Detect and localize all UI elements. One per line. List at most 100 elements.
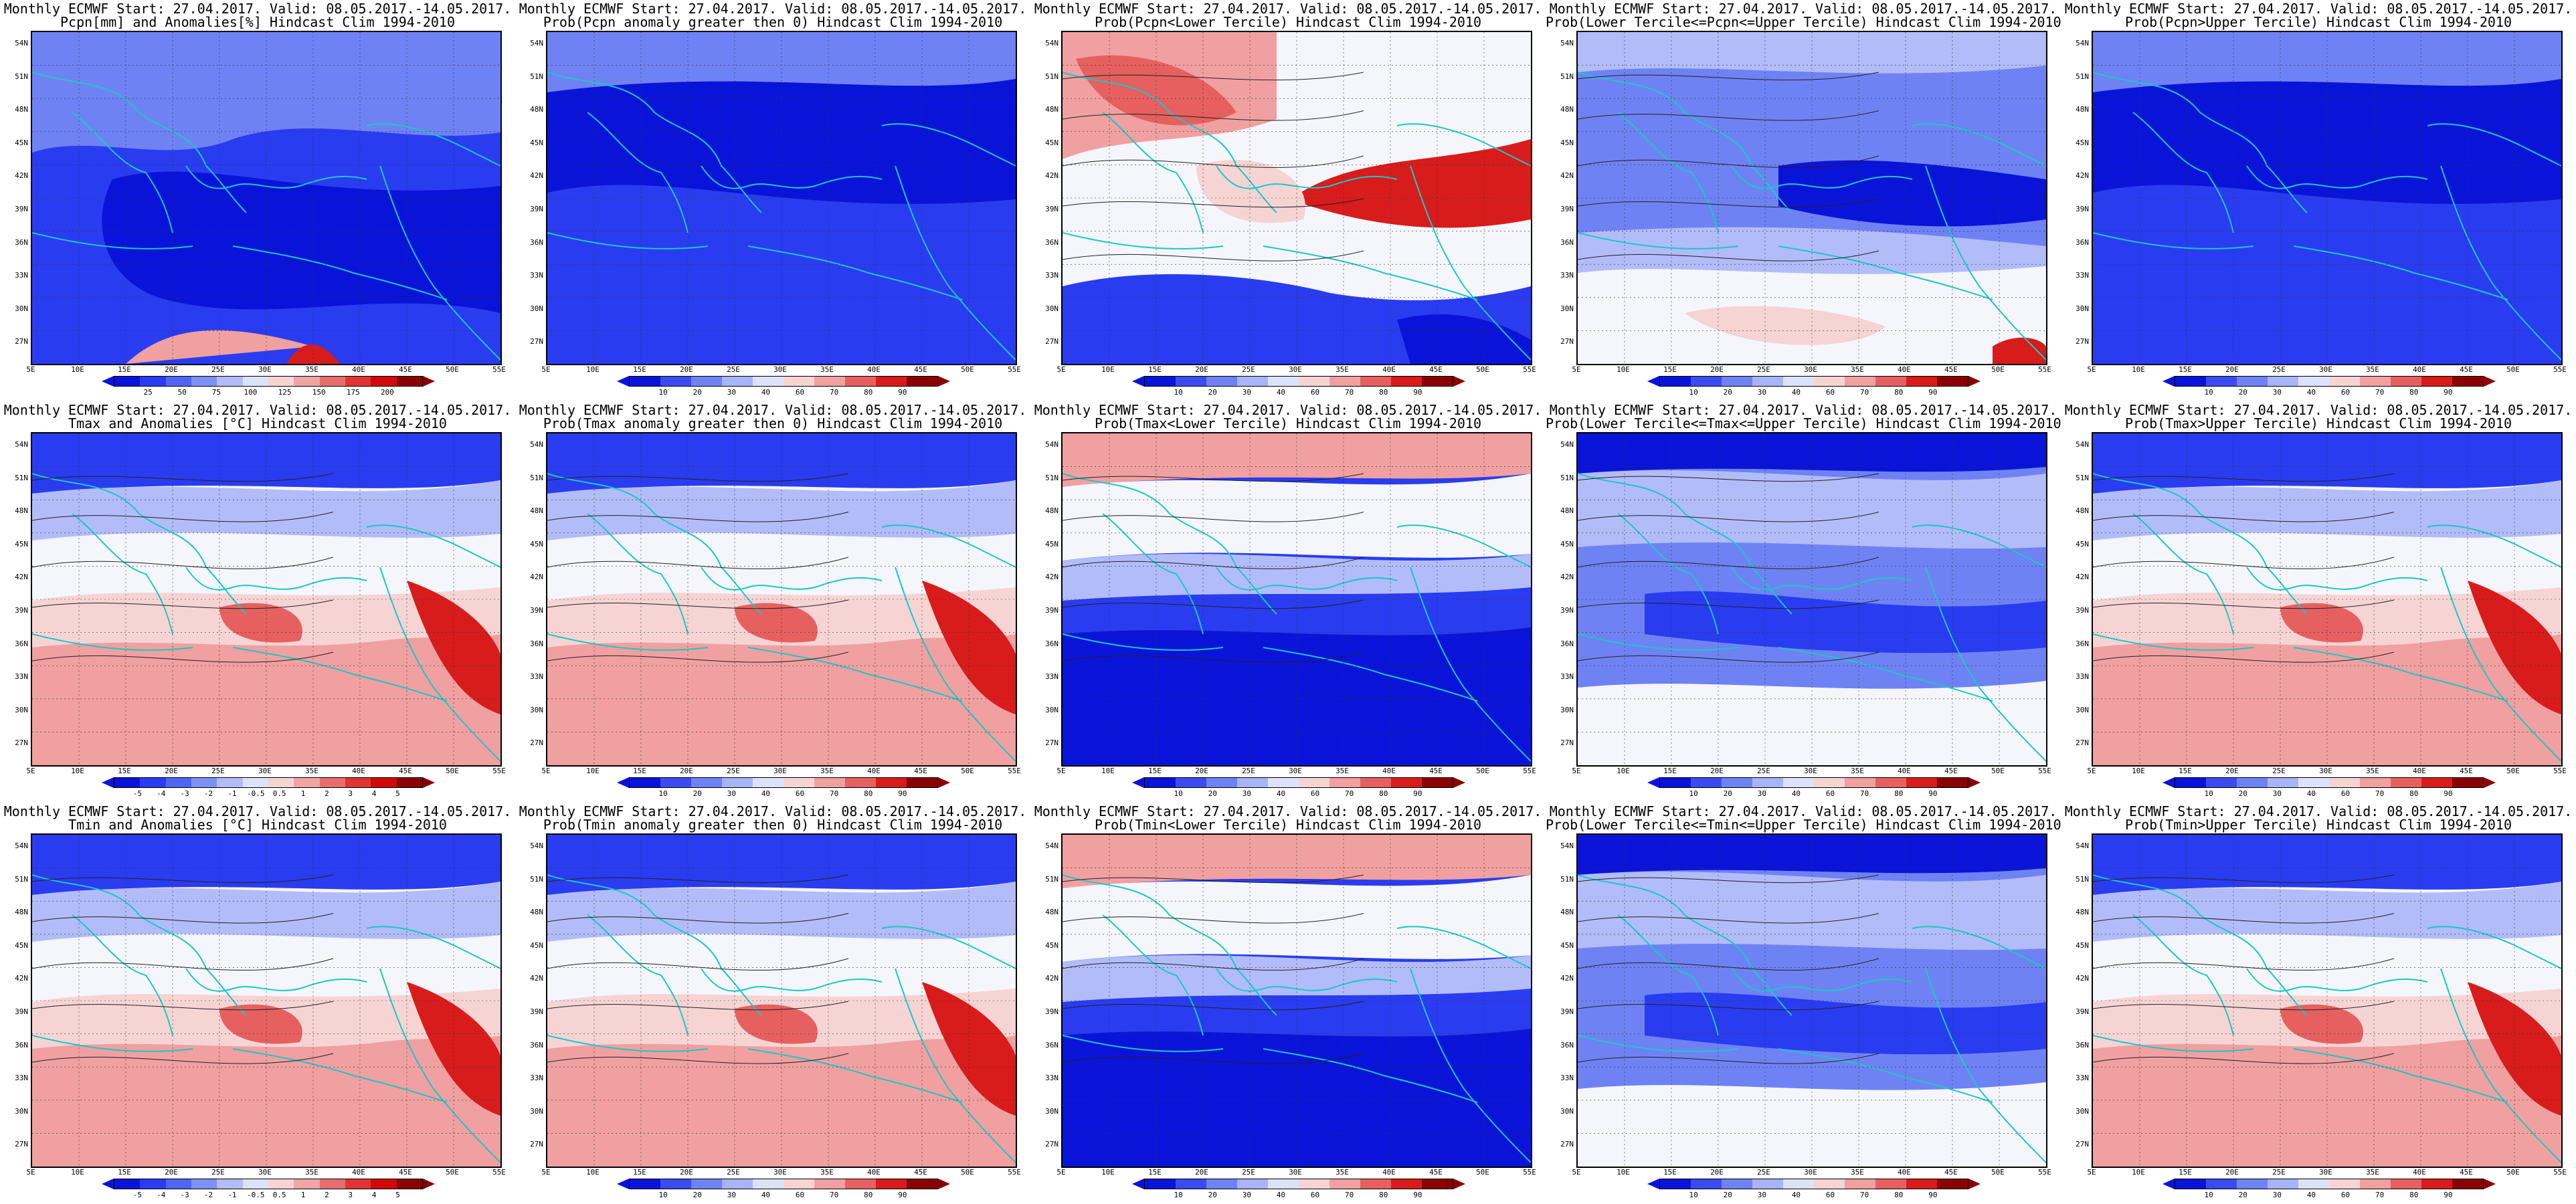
- colorbar-swatch: [1937, 778, 1968, 787]
- panel-title-line2: Pcpn[mm] and Anomalies[%] Hindcast Clim …: [60, 14, 455, 30]
- longitude-label: 25E: [1757, 1168, 1770, 1177]
- longitude-label: 55E: [1523, 365, 1536, 374]
- colorbar-swatch: [217, 778, 243, 787]
- longitude-label: 40E: [867, 365, 881, 374]
- panel-title-line2: Prob(Tmax anomaly greater then 0) Hindca…: [543, 415, 1003, 431]
- latitude-label: 30N: [530, 304, 543, 313]
- contour-line: [547, 473, 849, 482]
- colorbar-swatch: [1814, 778, 1845, 787]
- coastline: [72, 914, 173, 1036]
- coastline: [32, 633, 193, 651]
- colorbar-tick-label: -4: [157, 789, 166, 798]
- longitude-label: 30E: [1804, 365, 1817, 374]
- colorbar-tick-label: 10: [2204, 388, 2213, 397]
- contour-line: [1578, 651, 1879, 663]
- colorbar-tick-label: -3: [180, 1191, 189, 1199]
- contour-line: [1578, 1001, 1879, 1011]
- forecast-map: [1061, 432, 1532, 767]
- colorbar-swatch: [753, 377, 784, 386]
- coastline: [2093, 1035, 2254, 1052]
- latitude-label: 39N: [1560, 205, 1574, 213]
- longitude-label: 10E: [2132, 767, 2145, 775]
- colorbar-swatch: [1360, 778, 1391, 787]
- latitude-label: 39N: [530, 205, 543, 213]
- latitude-label: 30N: [2076, 705, 2089, 714]
- colorbar-swatch: [1268, 778, 1299, 787]
- map-panel-tmax-prob-lower: Monthly ECMWF Start: 27.04.2017. Valid: …: [1030, 401, 1546, 803]
- colorbar-swatch: [2421, 377, 2452, 386]
- longitude-label: 40E: [352, 767, 365, 775]
- colorbar-swatch: [907, 1179, 937, 1189]
- latitude-label: 36N: [15, 639, 28, 648]
- colorbar-swatch: [1814, 1179, 1845, 1189]
- forecast-map: [1576, 833, 2047, 1168]
- colorbar-tick-label: 80: [1894, 789, 1904, 798]
- longitude-label: 25E: [211, 767, 225, 775]
- colorbar-tick-label: -1: [227, 1191, 237, 1199]
- longitude-label: 10E: [2132, 1168, 2145, 1177]
- longitude-label: 50E: [1476, 1168, 1489, 1177]
- colorbar-labels: 10 20 30 40 60 70 80 90: [1144, 1191, 1452, 1200]
- longitude-label: 25E: [211, 365, 225, 374]
- map-panel-tmin-anom: Monthly ECMWF Start: 27.04.2017. Valid: …: [0, 803, 515, 1204]
- map-panel-pcpn-prob-lower: Monthly ECMWF Start: 27.04.2017. Valid: …: [1030, 0, 1546, 401]
- longitude-label: 40E: [2413, 365, 2426, 374]
- longitude-label: 25E: [1242, 767, 1255, 775]
- panel-title-line1: Monthly ECMWF Start: 27.04.2017. Valid: …: [1034, 1, 1542, 17]
- longitude-label: 15E: [1148, 365, 1162, 374]
- latitude-label: 48N: [15, 506, 28, 516]
- coastline: [895, 567, 1016, 762]
- coastline: [2132, 513, 2234, 635]
- longitude-label: 15E: [1148, 767, 1162, 775]
- coastline: [379, 567, 500, 762]
- forecast-map: [31, 833, 502, 1168]
- coastline: [1925, 968, 2046, 1163]
- colorbar-tick-label: 3: [348, 1191, 353, 1199]
- latitude-label: 33N: [2076, 1074, 2089, 1083]
- colorbar-swatch: [907, 377, 937, 386]
- colorbar-tick-label: 40: [1791, 789, 1801, 798]
- contour-line: [547, 1053, 849, 1064]
- colorbar-swatch: [2421, 1179, 2452, 1189]
- colorbar-swatch: [2298, 1179, 2329, 1189]
- latitude-label: 36N: [1560, 237, 1574, 247]
- coastline: [547, 1035, 709, 1052]
- colorbar-swatch: [2268, 377, 2298, 386]
- latitude-label: 45N: [2076, 539, 2089, 548]
- colorbar-swatch: [814, 377, 845, 386]
- coastline: [2440, 968, 2561, 1163]
- contour-line: [1578, 473, 1879, 482]
- field-shading: [32, 835, 500, 895]
- field-shading: [2093, 835, 2561, 895]
- colorbar-tick-label: 10: [1689, 388, 1698, 397]
- coastline: [2246, 567, 2428, 591]
- longitude-label: 40E: [867, 767, 881, 775]
- colorbar-tick-label: 80: [2409, 1191, 2419, 1199]
- longitude-label: 10E: [1101, 767, 1115, 775]
- longitude-label: 15E: [633, 767, 646, 775]
- colorbar-tick-label: 90: [1928, 388, 1938, 397]
- colorbar-min-arrow: [102, 1179, 114, 1189]
- longitude-label: 35E: [1336, 1168, 1349, 1177]
- contour-line: [2093, 874, 2395, 884]
- coastline: [1063, 1035, 1224, 1052]
- colorbar-swatch: [2360, 778, 2391, 787]
- field-shading: [1778, 160, 2046, 227]
- colorbar-swatch: [2452, 778, 2483, 787]
- coastline: [881, 524, 1016, 568]
- colorbar-max-arrow: [1453, 376, 1465, 387]
- colorbar-swatch: [1206, 377, 1237, 386]
- latitude-label: 30N: [1045, 1106, 1059, 1116]
- latitude-label: 39N: [2076, 606, 2089, 615]
- coastline: [701, 567, 883, 591]
- latitude-label: 33N: [15, 672, 28, 682]
- latitude-label: 48N: [530, 506, 543, 516]
- panel-title-line2: Prob(Tmin anomaly greater then 0) Hindca…: [543, 817, 1003, 833]
- colorbar-tick-label: 80: [2409, 789, 2419, 798]
- coastline: [587, 914, 688, 1036]
- coastline: [379, 968, 500, 1163]
- colorbar-swatch: [722, 1179, 753, 1189]
- longitude-label: 30E: [2319, 365, 2332, 374]
- map-panel-tmax-prob-gt0: Monthly ECMWF Start: 27.04.2017. Valid: …: [515, 401, 1030, 803]
- colorbar-min-arrow: [2163, 1179, 2175, 1189]
